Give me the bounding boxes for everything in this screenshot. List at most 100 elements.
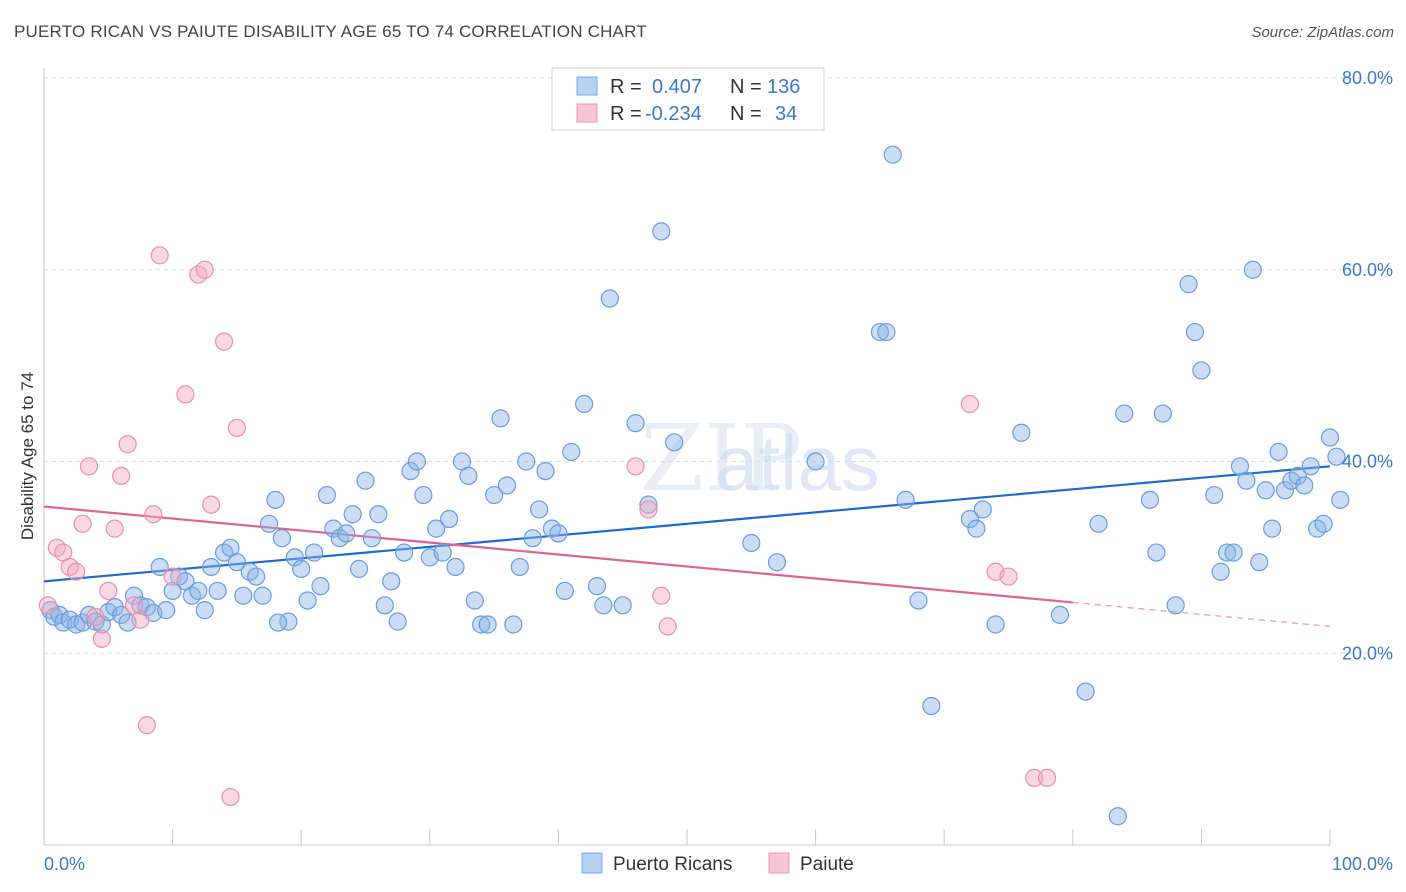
legend-n-label-2: N = [730,103,762,125]
point-puerto-ricans-41 [298,591,317,610]
point-puerto-ricans-118 [1218,543,1237,562]
point-puerto-ricans-63 [439,509,459,529]
point-puerto-ricans-127 [1275,481,1295,500]
point-puerto-ricans-88 [626,414,645,433]
point-puerto-ricans-73 [504,615,523,634]
point-paiute-10 [105,519,124,538]
point-puerto-ricans-56 [394,543,414,562]
point-paiute-16 [144,505,163,524]
point-puerto-ricans-42 [304,543,324,562]
point-puerto-ricans-131 [1301,457,1320,476]
point-puerto-ricans-26 [202,557,221,577]
point-paiute-6 [79,457,99,476]
bottom-legend-label-puerto-ricans: Puerto Ricans [613,854,732,875]
x-tick-label-100: 100.0% [1332,854,1393,874]
point-puerto-ricans-83 [575,394,594,414]
point-puerto-ricans-30 [227,553,246,572]
point-puerto-ricans-138 [877,322,896,342]
point-paiute-34 [1037,768,1057,787]
point-puerto-ricans-122 [1243,260,1262,279]
point-puerto-ricans-97 [896,490,915,509]
point-puerto-ricans-75 [517,452,536,471]
point-paiute-21 [195,260,214,279]
point-puerto-ricans-80 [549,524,568,543]
point-puerto-ricans-124 [1256,481,1275,500]
point-puerto-ricans-109 [1140,490,1160,509]
point-paiute-32 [999,567,1018,586]
point-puerto-ricans-103 [986,615,1005,634]
point-puerto-ricans-59 [414,485,433,505]
point-paiute-29 [658,617,677,636]
point-puerto-ricans-27 [208,581,227,601]
legend-n-value-2: 34 [775,103,797,125]
point-puerto-ricans-113 [1179,275,1198,294]
point-paiute-25 [227,418,246,438]
point-puerto-ricans-68 [472,615,491,634]
point-paiute-14 [131,610,150,629]
point-puerto-ricans-111 [1153,404,1172,423]
legend-swatch-paiute [576,103,598,123]
y-tick-label-80: 80.0% [1342,68,1393,88]
point-paiute-0 [38,596,57,615]
point-puerto-ricans-82 [562,442,581,462]
point-puerto-ricans-53 [375,596,394,615]
point-puerto-ricans-121 [1237,471,1256,490]
point-puerto-ricans-112 [1166,596,1185,615]
legend-swatch-puerto-ricans [576,76,598,96]
point-puerto-ricans-104 [1012,423,1031,442]
point-puerto-ricans-51 [362,529,382,548]
point-puerto-ricans-110 [1147,543,1166,562]
point-puerto-ricans-47 [337,524,356,543]
point-puerto-ricans-78 [536,461,555,481]
point-puerto-ricans-99 [922,696,941,716]
point-paiute-15 [137,716,156,735]
point-paiute-23 [214,332,234,351]
point-paiute-26 [626,457,645,476]
legend: R = 0.407 N = 136 R = -0.234 N = 34 [551,67,825,131]
legend-r-label-1: R = [610,76,642,98]
point-paiute-17 [150,246,169,265]
point-puerto-ricans-7 [79,605,99,625]
point-paiute-24 [221,787,240,807]
point-puerto-ricans-90 [652,222,671,241]
point-puerto-ricans-136 [1331,490,1350,509]
point-puerto-ricans-84 [587,577,607,596]
y-axis-label: Disability Age 65 to 74 [18,372,37,540]
bottom-legend-swatch-paiute [768,852,790,874]
point-puerto-ricans-105 [1050,605,1070,625]
point-puerto-ricans-67 [465,591,484,610]
point-puerto-ricans-39 [285,548,304,567]
point-puerto-ricans-61 [427,519,446,538]
point-puerto-ricans-64 [446,557,465,577]
point-puerto-ricans-98 [909,591,928,610]
point-paiute-9 [99,581,118,601]
point-puerto-ricans-96 [883,145,902,164]
point-puerto-ricans-129 [1288,466,1307,485]
point-paiute-4 [67,562,86,581]
point-puerto-ricans-19 [157,601,176,620]
point-puerto-ricans-119 [1224,543,1243,562]
point-puerto-ricans-106 [1076,682,1095,701]
point-puerto-ricans-77 [530,500,549,519]
point-paiute-28 [652,586,671,605]
point-puerto-ricans-102 [973,500,992,519]
point-puerto-ricans-89 [639,495,658,514]
point-puerto-ricans-5 [67,615,86,634]
point-puerto-ricans-86 [600,289,619,308]
point-puerto-ricans-94 [806,452,825,471]
point-paiute-7 [86,607,105,626]
point-puerto-ricans-74 [510,557,529,577]
point-paiute-11 [112,466,131,485]
point-puerto-ricans-123 [1250,553,1269,572]
trend-line-1 [43,505,1073,604]
point-puerto-ricans-93 [767,553,787,572]
point-puerto-ricans-50 [356,471,375,490]
point-puerto-ricans-100 [960,509,980,529]
bottom-legend-swatch-puerto-ricans [581,852,603,874]
point-puerto-ricans-91 [665,433,684,452]
axes [43,68,1331,846]
point-puerto-ricans-135 [1327,447,1346,466]
point-paiute-30 [960,394,980,414]
source-label: Source: ZipAtlas.com [1251,24,1394,41]
